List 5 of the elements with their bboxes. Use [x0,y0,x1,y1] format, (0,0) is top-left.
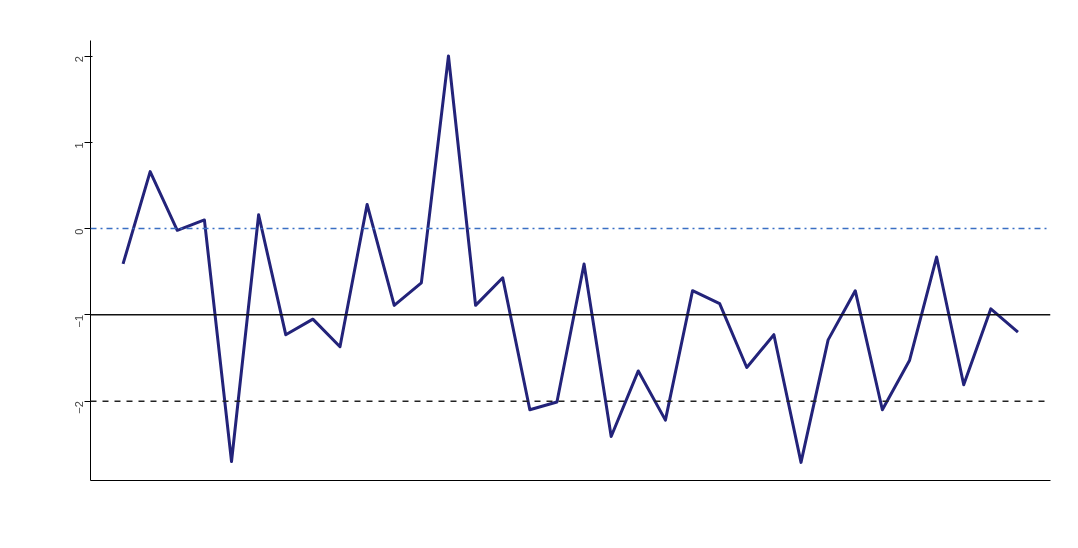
y-tick-label: −1 [73,314,86,328]
y-tick-label: 0 [73,228,86,235]
y-tick-label: 1 [73,142,86,149]
y-tick-label: −2 [73,401,86,414]
y-tick-label: 2 [73,56,86,63]
